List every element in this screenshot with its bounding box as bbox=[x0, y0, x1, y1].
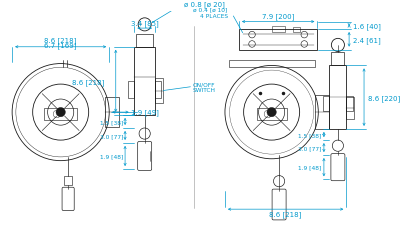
Text: 8.6 [218]: 8.6 [218] bbox=[270, 211, 302, 217]
Text: 1.6 [40]: 1.6 [40] bbox=[353, 23, 381, 29]
Text: 3.0 [77]: 3.0 [77] bbox=[298, 145, 321, 150]
Text: 8.6 [220]: 8.6 [220] bbox=[368, 94, 400, 101]
Bar bbox=[44, 109, 78, 120]
Bar bbox=[64, 176, 72, 185]
Text: 1.9 [48]: 1.9 [48] bbox=[100, 154, 123, 159]
Bar bbox=[136, 35, 153, 47]
Bar bbox=[155, 82, 162, 98]
Text: 1.9 [49]: 1.9 [49] bbox=[131, 109, 159, 116]
Text: 1.5 [38]: 1.5 [38] bbox=[298, 133, 321, 137]
Text: 3.4 [85]: 3.4 [85] bbox=[131, 20, 158, 27]
Text: ON/OFF
SWITCH: ON/OFF SWITCH bbox=[192, 82, 215, 93]
Bar bbox=[293, 28, 300, 33]
Bar bbox=[330, 66, 346, 129]
Text: 8.6 [218]: 8.6 [218] bbox=[72, 79, 104, 85]
Text: 6.7 [169]: 6.7 [169] bbox=[44, 42, 77, 49]
Text: 2.4 [61]: 2.4 [61] bbox=[353, 37, 380, 43]
Bar bbox=[155, 79, 163, 103]
Text: 1.9 [48]: 1.9 [48] bbox=[298, 165, 321, 170]
Circle shape bbox=[56, 108, 65, 117]
Circle shape bbox=[267, 108, 276, 117]
Text: ø 0.8 [ø 20]: ø 0.8 [ø 20] bbox=[184, 1, 225, 8]
Bar bbox=[257, 109, 286, 120]
Bar bbox=[239, 30, 317, 50]
Text: 1.5 [38]: 1.5 [38] bbox=[100, 119, 123, 124]
Bar bbox=[106, 98, 118, 128]
Bar bbox=[314, 96, 330, 129]
Bar bbox=[229, 61, 314, 68]
Bar bbox=[272, 27, 285, 33]
Bar bbox=[134, 47, 155, 115]
Bar bbox=[323, 97, 330, 112]
Text: ø 0.4 [ø 10]
4 PLACES: ø 0.4 [ø 10] 4 PLACES bbox=[193, 8, 228, 19]
Text: 8.6 [218]: 8.6 [218] bbox=[44, 37, 77, 43]
Text: 3.0 [77]: 3.0 [77] bbox=[100, 133, 123, 138]
Bar bbox=[128, 82, 134, 98]
Bar bbox=[346, 98, 354, 120]
Bar bbox=[331, 53, 344, 66]
Bar bbox=[346, 97, 353, 112]
Text: 7.9 [200]: 7.9 [200] bbox=[262, 14, 294, 20]
